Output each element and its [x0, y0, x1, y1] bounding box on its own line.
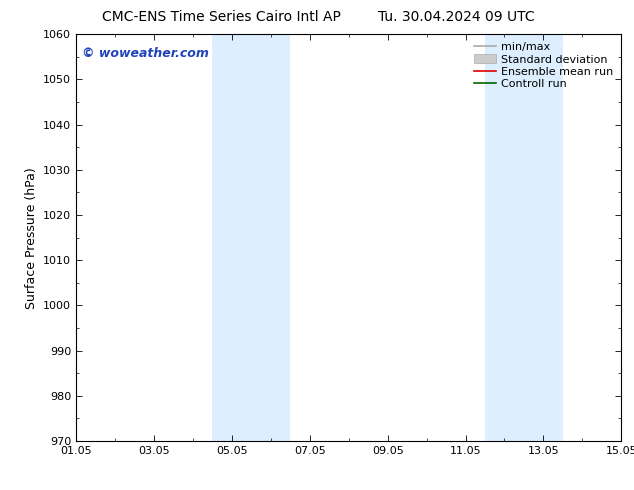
Bar — [251, 34, 290, 441]
Bar — [485, 34, 524, 441]
Bar — [212, 34, 251, 441]
Legend: min/max, Standard deviation, Ensemble mean run, Controll run: min/max, Standard deviation, Ensemble me… — [471, 40, 616, 92]
Bar — [524, 34, 563, 441]
Y-axis label: Surface Pressure (hPa): Surface Pressure (hPa) — [25, 167, 37, 309]
Text: Tu. 30.04.2024 09 UTC: Tu. 30.04.2024 09 UTC — [378, 10, 535, 24]
Text: CMC-ENS Time Series Cairo Intl AP: CMC-ENS Time Series Cairo Intl AP — [103, 10, 341, 24]
Text: © woweather.com: © woweather.com — [82, 47, 209, 59]
